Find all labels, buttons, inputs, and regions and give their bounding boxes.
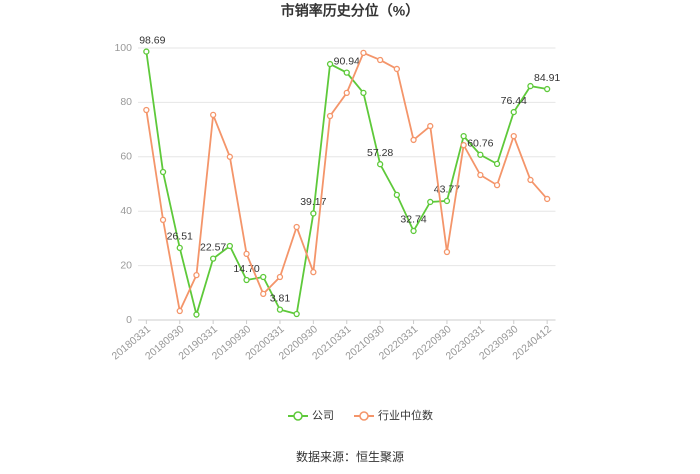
y-tick-label: 40 (120, 205, 132, 217)
data-point (393, 65, 401, 73)
data-point (226, 153, 234, 160)
data-point (527, 82, 534, 90)
y-tick-label: 0 (126, 314, 132, 326)
data-point (343, 69, 350, 76)
data-label: 32.74 (400, 214, 426, 226)
data-point (226, 242, 234, 250)
data-point (293, 223, 300, 231)
legend-marker (359, 411, 369, 421)
data-point (510, 132, 517, 140)
y-tick-label: 60 (120, 151, 132, 163)
data-point (477, 171, 484, 179)
source-note: 数据来源：恒生聚源 (296, 449, 404, 464)
data-point (143, 48, 150, 55)
y-tick-label: 80 (120, 96, 132, 108)
data-point (293, 310, 300, 318)
data-point (276, 306, 284, 313)
data-label: 22.57 (200, 241, 226, 253)
chart-title: 市销率历史分位（%） (281, 3, 419, 19)
data-point (310, 268, 317, 276)
legend-label: 公司 (312, 410, 334, 422)
data-point (176, 307, 183, 315)
data-point (343, 89, 350, 97)
data-point (193, 311, 200, 318)
data-label: 76.44 (501, 95, 527, 107)
data-point (477, 151, 484, 158)
data-point (193, 271, 200, 279)
data-point (310, 210, 317, 217)
data-point (243, 276, 250, 284)
y-tick-label: 100 (114, 42, 132, 54)
y-tick-label: 20 (120, 259, 132, 271)
data-point (243, 250, 250, 258)
data-point (360, 49, 367, 57)
data-point (360, 89, 367, 97)
data-point (376, 161, 384, 168)
data-point (159, 168, 167, 176)
data-point (443, 197, 451, 205)
data-point (260, 290, 267, 298)
data-label: 84.91 (534, 72, 560, 84)
data-point (493, 160, 501, 168)
data-point (427, 198, 434, 206)
data-point (544, 85, 551, 93)
data-point (443, 248, 451, 256)
data-point (276, 273, 284, 281)
data-label: 3.81 (270, 292, 291, 304)
data-point (209, 255, 217, 262)
legend-label: 行业中位数 (378, 408, 433, 422)
data-point (460, 132, 467, 140)
data-point (260, 273, 267, 281)
data-label: 90.94 (334, 55, 360, 67)
data-point (410, 136, 417, 144)
data-point (176, 244, 183, 252)
data-label: 43.77 (434, 184, 460, 196)
data-point (460, 141, 467, 149)
data-label: 39.17 (300, 196, 326, 208)
data-point (510, 108, 517, 116)
data-point (159, 216, 167, 224)
data-point (410, 227, 417, 235)
data-point (326, 60, 334, 68)
data-point (326, 112, 334, 120)
data-label: 60.76 (467, 138, 493, 150)
data-point (376, 56, 384, 64)
data-label: 14.70 (233, 263, 259, 275)
data-point (527, 176, 534, 184)
data-label: 57.28 (367, 147, 393, 159)
data-label: 98.69 (139, 34, 165, 46)
data-point (143, 106, 150, 114)
data-point (493, 181, 501, 189)
data-label: 26.51 (167, 231, 193, 243)
data-point (544, 195, 551, 203)
data-point (393, 191, 401, 199)
data-point (427, 122, 434, 130)
data-point (209, 111, 217, 119)
legend-marker (293, 411, 303, 421)
